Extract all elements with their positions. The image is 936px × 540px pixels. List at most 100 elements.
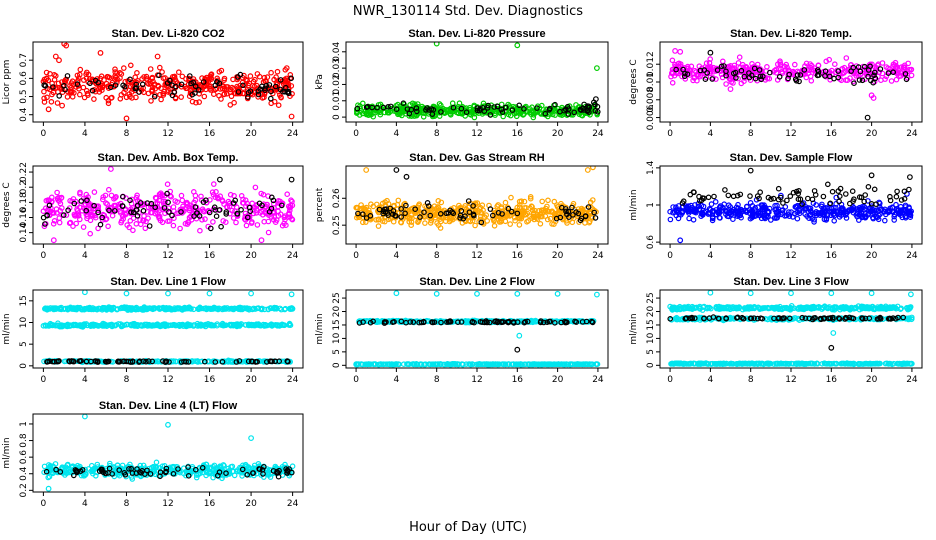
data-point [191,189,197,195]
data-point [177,225,183,232]
data-point [782,204,789,210]
data-point [538,102,545,109]
data-point [733,75,739,81]
data-point [672,48,678,54]
data-point [395,197,402,204]
data-point [822,68,829,75]
data-point [421,209,427,216]
data-point [587,199,594,206]
data-point [463,208,470,215]
data-point [284,358,291,364]
data-point [84,197,90,204]
data-point [819,201,825,208]
data-point [271,98,278,105]
data-point [707,56,714,62]
data-point [506,213,513,219]
data-point [547,215,554,222]
data-point [779,207,785,214]
data-point [530,211,537,218]
data-point [87,230,94,237]
data-point [195,306,202,312]
panel-ylabel: ml/min [2,313,12,344]
data-point [765,194,772,201]
data-point [487,206,494,212]
data-point [136,358,143,365]
data-point [565,111,572,117]
data-point [188,80,194,87]
data-point [353,361,359,368]
data-point [403,111,409,117]
data-point [707,49,714,56]
data-point [380,104,387,111]
data-point [549,209,556,215]
data-point [795,196,802,203]
data-point [727,204,734,210]
data-point [54,189,60,196]
data-point [781,63,788,70]
data-point [477,318,484,325]
x-tick-label: 8 [434,251,440,261]
data-point [214,321,221,327]
data-point [479,105,486,111]
data-point [867,63,873,70]
data-point [498,208,505,215]
data-point [235,305,242,312]
data-point [403,173,410,180]
data-point [228,93,235,100]
data-point [109,212,116,219]
data-point [96,89,103,95]
data-point [528,111,534,117]
data-point [125,358,132,365]
data-point [214,79,220,85]
data-point [472,222,478,229]
data-point [398,206,405,212]
points-layer [667,290,915,368]
data-point [268,88,274,95]
data-point [820,193,827,200]
data-point [796,188,802,194]
x-tick-label: 20 [552,375,564,385]
data-point [210,359,217,365]
data-point [695,200,702,207]
data-point [247,73,254,79]
data-point [50,305,56,311]
data-point [741,73,748,80]
data-point [809,196,816,203]
data-point [878,206,885,213]
data-point [88,358,94,365]
data-point [160,90,166,97]
data-point [87,217,94,224]
data-point [498,318,505,325]
data-point [70,305,77,311]
data-point [429,319,436,326]
data-point [861,63,868,70]
data-point [95,209,101,216]
data-point [902,202,909,209]
data-point [380,361,387,368]
data-point [395,361,402,368]
data-point [219,198,226,205]
data-point [865,198,871,204]
data-point [165,199,171,206]
data-point [770,195,777,202]
data-point [679,210,686,216]
data-point [797,72,804,78]
data-point [747,167,754,174]
points-layer [40,290,296,366]
data-point [861,198,868,205]
data-point [97,75,104,82]
data-point [273,86,280,93]
data-point [123,358,130,365]
data-point [154,322,161,329]
data-point [245,358,252,365]
data-point [834,209,841,215]
data-point [49,91,55,98]
panel-title: Stan. Dev. Gas Stream RH [409,152,545,164]
x-tick-label: 4 [394,375,400,385]
data-point [491,104,498,110]
data-point [80,224,87,230]
data-point [410,319,417,325]
data-point [433,42,440,47]
data-point [752,75,759,82]
data-point [207,73,214,80]
